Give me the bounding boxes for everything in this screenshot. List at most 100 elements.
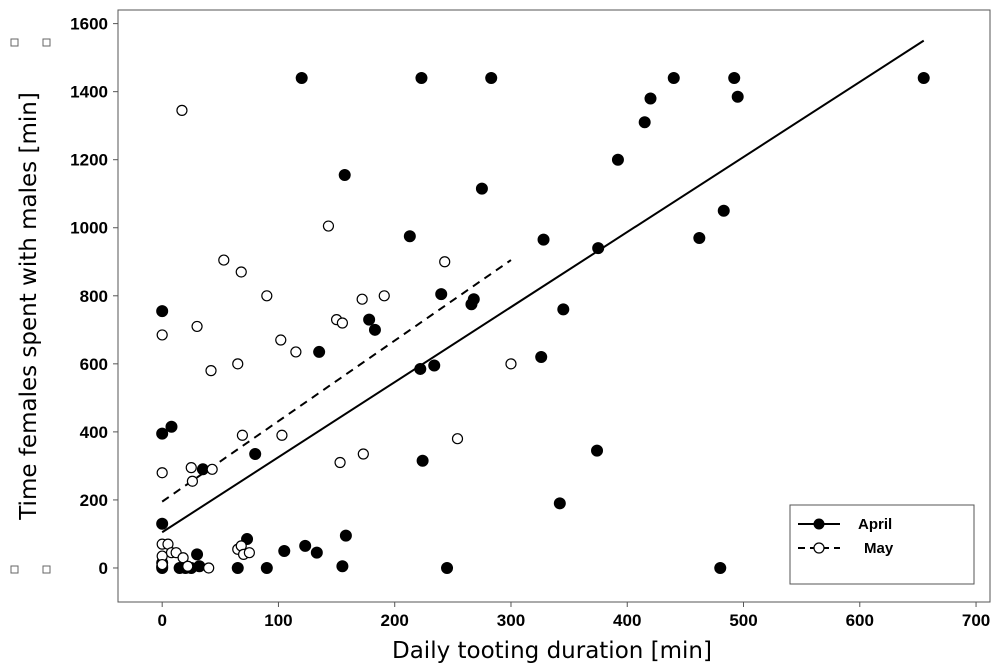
may-point [235, 266, 247, 278]
may-point [336, 317, 348, 329]
april-point [231, 561, 244, 574]
y-tick-label: 1200 [70, 151, 108, 170]
april-point [537, 233, 550, 246]
april-point [363, 313, 376, 326]
april-point [728, 72, 741, 85]
data-points [156, 72, 930, 574]
x-tick-label: 500 [729, 611, 757, 630]
april-point [295, 72, 308, 85]
x-tick-label: 300 [497, 611, 525, 630]
corner-marker [10, 565, 19, 574]
may-point [275, 334, 287, 346]
april-point [717, 204, 730, 217]
may-point [236, 429, 249, 441]
april-point [414, 362, 427, 375]
april-point [299, 539, 312, 552]
april-point [156, 305, 169, 318]
may-point [276, 429, 288, 441]
may-point [357, 448, 369, 460]
may-point [232, 358, 244, 370]
april-point [278, 544, 291, 557]
may-point [290, 346, 302, 358]
april-point [249, 448, 262, 460]
april-point [435, 288, 448, 301]
may-point [334, 456, 346, 469]
april-point [416, 454, 429, 467]
may-point [176, 104, 188, 116]
april-point [611, 153, 624, 166]
x-axis-title: Daily tooting duration [min] [392, 638, 712, 664]
april-point [339, 529, 352, 542]
april-point [731, 90, 744, 103]
may-point [243, 547, 255, 559]
may-point [322, 220, 335, 232]
may-point [156, 467, 168, 479]
x-tick-label: 100 [264, 611, 292, 630]
april-point [310, 546, 323, 559]
april-point [165, 420, 178, 433]
may-point [261, 290, 273, 302]
april-point [638, 116, 651, 129]
april-point [156, 427, 169, 440]
may-point [191, 320, 203, 333]
may-point [205, 365, 217, 377]
april-point [313, 345, 326, 358]
april-point [592, 242, 605, 255]
may-point [378, 290, 390, 302]
regression-lines [161, 39, 925, 534]
may-point [439, 256, 451, 268]
april-point [403, 230, 416, 243]
may-point [156, 329, 168, 341]
y-axis-ticks: 0 200 400 600 800 1000 1200 1400 1600 [70, 15, 118, 578]
april-point [557, 303, 570, 316]
plot-frame [117, 9, 991, 603]
april-point [260, 561, 273, 574]
april-point [485, 72, 498, 85]
x-tick-label: 400 [613, 611, 641, 630]
y-tick-label: 0 [99, 559, 108, 578]
fit-line-april [161, 39, 925, 534]
april-point [415, 72, 428, 85]
april-point [917, 72, 930, 85]
may-point [186, 475, 199, 487]
april-point [428, 359, 441, 372]
april-point [553, 497, 566, 510]
y-tick-label: 600 [80, 355, 108, 374]
april-point [336, 560, 349, 573]
april-point [191, 548, 204, 561]
april-point [441, 561, 454, 574]
april-point [368, 323, 381, 336]
may-point [505, 358, 517, 370]
legend-april-marker [813, 518, 825, 530]
x-tick-label: 600 [846, 611, 874, 630]
may-point [177, 552, 189, 564]
april-point [338, 169, 351, 182]
may-point [156, 558, 168, 571]
legend-may-marker [813, 542, 825, 554]
corner-marker [42, 565, 51, 574]
x-tick-label: 200 [381, 611, 409, 630]
may-point [356, 293, 368, 305]
y-tick-label: 800 [80, 287, 108, 306]
legend-may-label: May [864, 540, 894, 557]
may-point [451, 433, 464, 445]
april-point [535, 351, 548, 364]
april-point [156, 517, 169, 530]
corner-marker [10, 38, 19, 47]
y-tick-label: 1000 [70, 219, 108, 238]
may-point [203, 562, 215, 574]
may-point [206, 463, 218, 475]
april-point [193, 560, 206, 573]
y-tick-label: 1600 [70, 15, 108, 34]
april-point [591, 444, 604, 457]
may-point [185, 462, 197, 474]
may-point [218, 254, 230, 266]
legend-april-label: April [858, 516, 892, 533]
y-tick-label: 200 [80, 491, 108, 510]
x-tick-label: 0 [157, 611, 166, 630]
corner-marker [42, 38, 51, 47]
x-tick-label: 700 [962, 611, 990, 630]
april-point [693, 231, 706, 244]
y-axis-title: Time females spent with males [min] [16, 92, 42, 521]
legend: April May [789, 504, 975, 585]
